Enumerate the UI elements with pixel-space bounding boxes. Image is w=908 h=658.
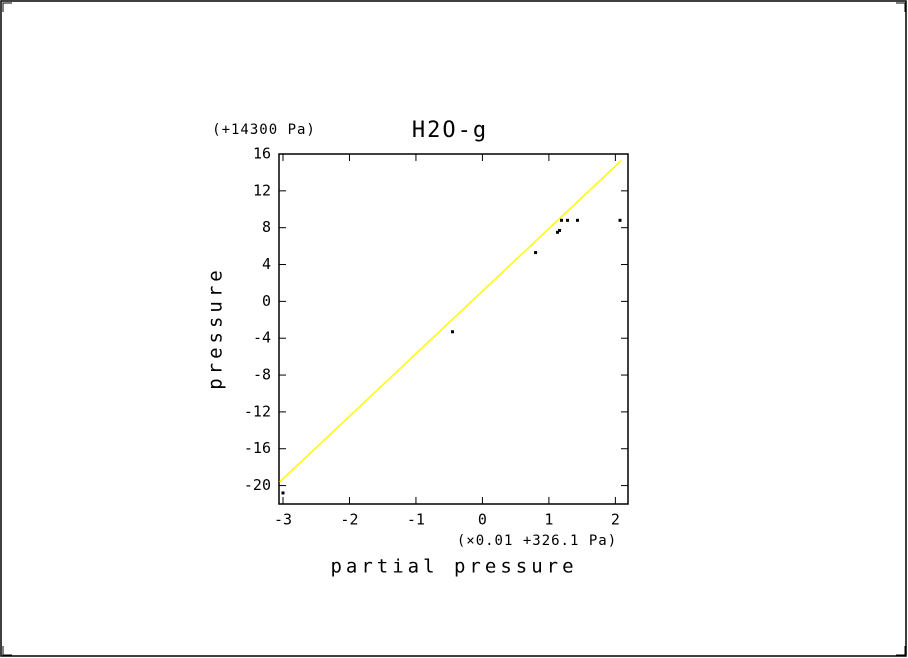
y-tick-label: -4 bbox=[253, 329, 271, 347]
point bbox=[556, 230, 560, 234]
y-axis-label: pressure bbox=[205, 266, 227, 390]
fit-line bbox=[279, 159, 622, 483]
point bbox=[281, 491, 285, 495]
y-tick-label: -12 bbox=[244, 402, 271, 420]
plot-area bbox=[278, 153, 629, 505]
x-axis-label: partial pressure bbox=[330, 556, 577, 578]
x-tick-label: -3 bbox=[274, 511, 292, 529]
y-tick-label: -20 bbox=[244, 476, 271, 494]
y-tick-label: 12 bbox=[253, 181, 271, 199]
point bbox=[451, 330, 455, 334]
x-tick-label: -1 bbox=[407, 511, 425, 529]
point bbox=[558, 228, 562, 232]
x-tick-label: 1 bbox=[544, 511, 553, 529]
point bbox=[618, 218, 622, 222]
y-tick-label: 8 bbox=[262, 218, 271, 236]
point bbox=[566, 218, 570, 222]
chart-title: H2O-g bbox=[412, 118, 488, 143]
y-tick-label: 4 bbox=[262, 255, 271, 273]
x-tick-label: 0 bbox=[478, 511, 487, 529]
y-offset-label: (+14300 Pa) bbox=[212, 122, 316, 138]
y-tick-label: -8 bbox=[253, 366, 271, 384]
point bbox=[534, 251, 538, 255]
x-offset-label: (×0.01 +326.1 Pa) bbox=[457, 533, 617, 549]
y-tick-label: 0 bbox=[262, 292, 271, 310]
x-tick-label: -2 bbox=[340, 511, 358, 529]
y-tick-label: 16 bbox=[253, 145, 271, 163]
point bbox=[575, 218, 579, 222]
point bbox=[560, 218, 564, 222]
x-tick-label: 2 bbox=[611, 511, 620, 529]
y-tick-label: -16 bbox=[244, 439, 271, 457]
